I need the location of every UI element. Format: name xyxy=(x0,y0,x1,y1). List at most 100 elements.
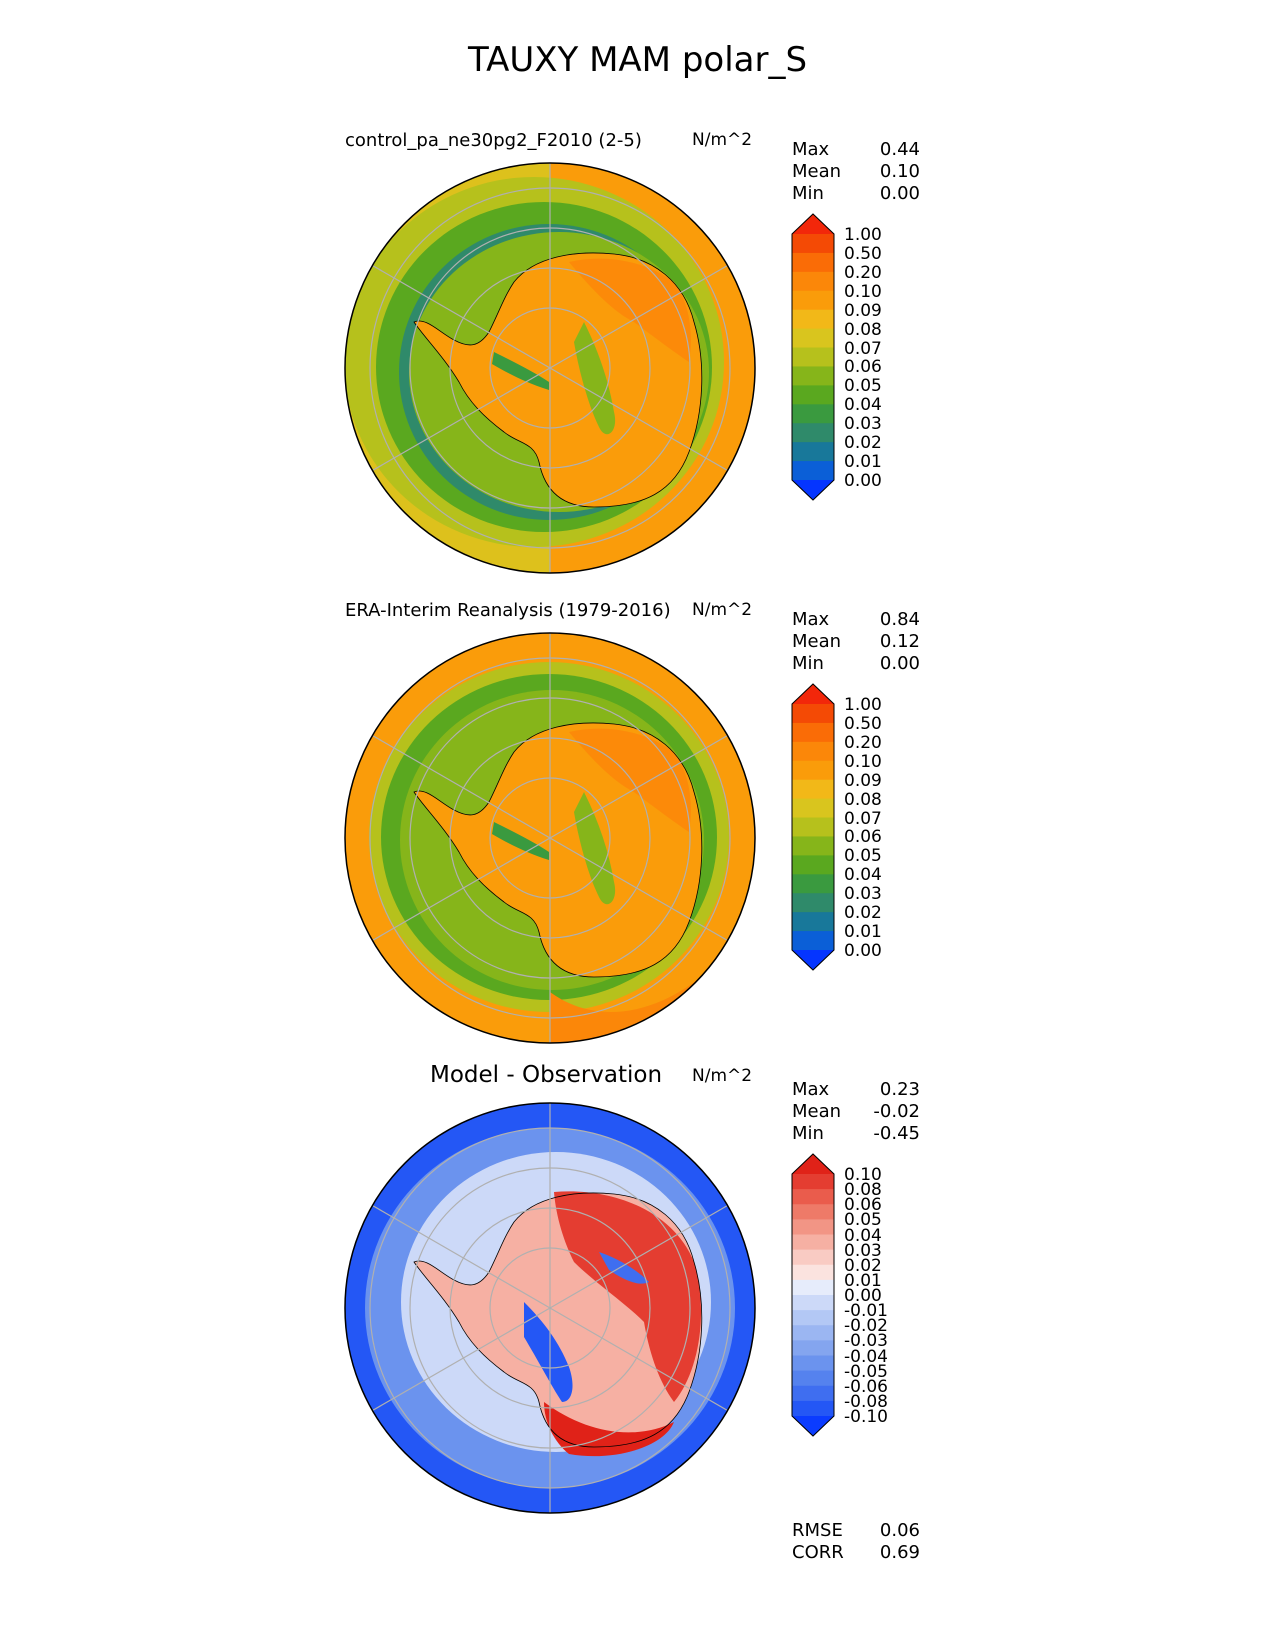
meridian-line xyxy=(549,729,737,839)
colorbar-segment xyxy=(792,461,834,481)
colorbar-tick-label: 0.01 xyxy=(844,922,882,943)
meridian-line xyxy=(549,837,737,947)
rmse-label: RMSE xyxy=(792,1520,843,1541)
colorbar-segment xyxy=(792,1264,834,1281)
colorbar-segment xyxy=(792,290,834,311)
colorbar-segment xyxy=(792,1400,834,1417)
colorbar-segment xyxy=(792,1370,834,1387)
colorbar-tick-label: 0.10 xyxy=(844,1165,882,1185)
colorbar-tick-label: 0.50 xyxy=(844,713,882,734)
colorbar-segment xyxy=(792,366,834,386)
map-panel-3: Model - Observation N/m^2 Max 0.23 Mean -0.02… xyxy=(0,1062,1275,1550)
colorbar-segment xyxy=(792,779,834,800)
colorbar-outline xyxy=(791,1153,835,1437)
stat-label: Mean xyxy=(792,161,842,182)
colorbar-segment xyxy=(792,722,834,743)
coastline xyxy=(413,722,703,978)
colorbar-extend-min xyxy=(792,1416,834,1436)
colorbar-segment xyxy=(792,798,834,819)
colorbar-tick-label: 0.06 xyxy=(844,1195,882,1216)
colorbar-tick-label: 0.08 xyxy=(844,1180,882,1201)
map-panel-2: ERA-Interim Reanalysis (1979-2016) N/m^2 M… xyxy=(0,600,1275,1080)
colorbar-segment xyxy=(792,1189,834,1205)
colorbar-tick-label: 0.06 xyxy=(844,827,882,848)
colorbar-tick-label: 0.04 xyxy=(844,865,882,886)
stat-value: 0.44 xyxy=(879,139,920,160)
stat-value: 0.10 xyxy=(879,161,920,182)
colorbar-segment xyxy=(792,385,834,405)
colorbar-segment xyxy=(792,1340,834,1357)
coastline xyxy=(413,252,703,508)
colorbar-tick-label: -0.06 xyxy=(844,1376,888,1397)
stat-row: Min 0.00 xyxy=(792,183,920,205)
colorbar-tick-label: -0.01 xyxy=(844,1301,888,1322)
colorbar-tick-label: -0.05 xyxy=(844,1361,888,1382)
colorbar-segment xyxy=(792,760,834,781)
colorbar-extend-max xyxy=(792,214,834,234)
map-boundary xyxy=(344,632,756,1044)
shelf-channel xyxy=(492,352,549,390)
colorbar-tick-label: 0.05 xyxy=(844,376,882,397)
colorbar-tick-label: 1.00 xyxy=(844,695,882,715)
colorbar-tick-label: 0.20 xyxy=(844,262,882,283)
colorbar-tick-label: 1.00 xyxy=(844,225,882,245)
panel-units: N/m^2 xyxy=(692,1066,753,1086)
colorbar-segment xyxy=(792,1219,834,1236)
colorbar-outline xyxy=(791,213,835,501)
colorbar-tick-label: 0.01 xyxy=(844,1270,882,1291)
colorbar-tick-label: 0.06 xyxy=(844,357,882,378)
stat-value: 0.00 xyxy=(879,183,920,204)
negative-patch xyxy=(599,1252,649,1284)
colorbar-segment xyxy=(792,442,834,462)
colorbar-segment xyxy=(792,874,834,894)
colorbar-segment xyxy=(792,328,834,349)
colorbar-segment xyxy=(792,893,834,913)
diff-metrics: RMSE 0.06 CORR 0.69 xyxy=(792,1520,920,1564)
colorbar-tick-label: 0.04 xyxy=(844,1225,882,1246)
colorbar-segment xyxy=(792,234,834,254)
stat-value: 0.84 xyxy=(879,609,920,630)
stat-row: Max 0.84 xyxy=(792,609,920,631)
colorbar-segment xyxy=(792,347,834,368)
colorbar-segment xyxy=(792,1295,834,1311)
east-plateau xyxy=(569,728,691,832)
stat-label: Max xyxy=(792,139,830,160)
stat-label: Min xyxy=(792,1123,824,1144)
meridian-line xyxy=(363,837,551,947)
colorbar-tick-label: 0.20 xyxy=(844,732,882,753)
colorbar-tick-label: 0.05 xyxy=(844,846,882,867)
panel-units: N/m^2 xyxy=(692,130,753,150)
colorbar-segment xyxy=(792,404,834,424)
colorbar-tick-label: 0.00 xyxy=(844,1286,882,1306)
colorbar-segment xyxy=(792,1204,834,1220)
meridian-line xyxy=(549,259,737,369)
colorbar-tick-label: -0.04 xyxy=(844,1346,888,1367)
polar-map xyxy=(344,632,756,1044)
colorbar-segment xyxy=(792,423,834,443)
colorbar-tick-label: -0.10 xyxy=(844,1407,888,1427)
colorbar-segment xyxy=(792,817,834,838)
colorbar-segment xyxy=(792,1355,834,1372)
stat-label: Min xyxy=(792,653,824,674)
meridian-line xyxy=(549,1199,737,1309)
stat-label: Max xyxy=(792,609,830,630)
coastline xyxy=(413,1192,703,1448)
colorbar-tick-label: 0.50 xyxy=(844,243,882,264)
colorbar-tick-label: 0.02 xyxy=(844,903,882,924)
map-boundary xyxy=(344,1102,756,1514)
negative-streak xyxy=(524,1302,573,1402)
map-field xyxy=(345,163,755,573)
colorbar-segment xyxy=(792,836,834,856)
plateau-valley xyxy=(574,322,616,435)
colorbar-segment xyxy=(792,1325,834,1341)
corr-value: 0.69 xyxy=(879,1542,920,1563)
colorbar-tick-label: 0.03 xyxy=(844,884,882,905)
figure-title: TAUXY MAM polar_S xyxy=(467,40,808,80)
colorbar xyxy=(791,1153,835,1437)
colorbar-extend-max xyxy=(792,1154,834,1174)
panel-stats: Max 0.44 Mean 0.10 Min 0.00 xyxy=(792,139,920,205)
colorbar-tick-label: 0.04 xyxy=(844,395,882,416)
colorbar xyxy=(791,683,835,971)
colorbar-tick-label: 0.09 xyxy=(844,300,882,321)
map-boundary xyxy=(344,162,756,574)
